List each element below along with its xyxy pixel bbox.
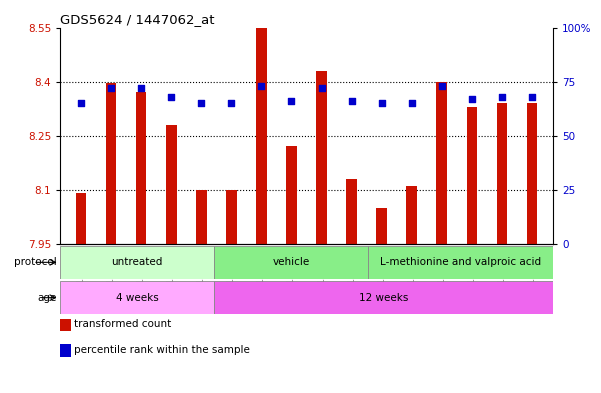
Bar <box>406 186 417 244</box>
Bar <box>196 190 207 244</box>
Bar <box>346 179 357 244</box>
Bar <box>466 107 477 244</box>
Point <box>257 83 266 89</box>
Point <box>106 85 116 91</box>
Point <box>527 94 537 100</box>
Bar <box>60 281 214 314</box>
Point <box>467 95 477 102</box>
Point <box>227 100 236 106</box>
Text: percentile rank within the sample: percentile rank within the sample <box>74 345 250 355</box>
Text: transformed count: transformed count <box>74 319 171 329</box>
Bar <box>226 190 237 244</box>
Bar <box>316 71 327 244</box>
Text: L-methionine and valproic acid: L-methionine and valproic acid <box>380 257 541 267</box>
Point <box>166 94 176 100</box>
Point <box>497 94 507 100</box>
Bar <box>214 281 553 314</box>
Point <box>437 83 447 89</box>
Point <box>197 100 206 106</box>
Point <box>136 85 146 91</box>
Bar <box>136 92 147 244</box>
Bar <box>436 82 447 244</box>
Point <box>407 100 416 106</box>
Point <box>347 98 356 104</box>
Bar <box>368 246 553 279</box>
Text: 4 weeks: 4 weeks <box>116 293 159 303</box>
Point <box>76 100 86 106</box>
Point <box>287 98 296 104</box>
Text: age: age <box>38 293 57 303</box>
Text: vehicle: vehicle <box>272 257 310 267</box>
Bar <box>214 246 368 279</box>
Bar <box>166 125 177 244</box>
Bar <box>376 208 387 244</box>
Text: untreated: untreated <box>111 257 163 267</box>
Bar <box>106 83 117 244</box>
Bar <box>286 147 297 244</box>
Bar <box>256 28 267 244</box>
Point <box>317 85 326 91</box>
Point <box>377 100 386 106</box>
Text: 12 weeks: 12 weeks <box>359 293 408 303</box>
Bar <box>76 193 87 244</box>
Text: GDS5624 / 1447062_at: GDS5624 / 1447062_at <box>60 13 215 26</box>
Text: protocol: protocol <box>14 257 57 267</box>
Bar <box>526 103 537 244</box>
Bar <box>496 103 507 244</box>
Bar <box>60 246 214 279</box>
